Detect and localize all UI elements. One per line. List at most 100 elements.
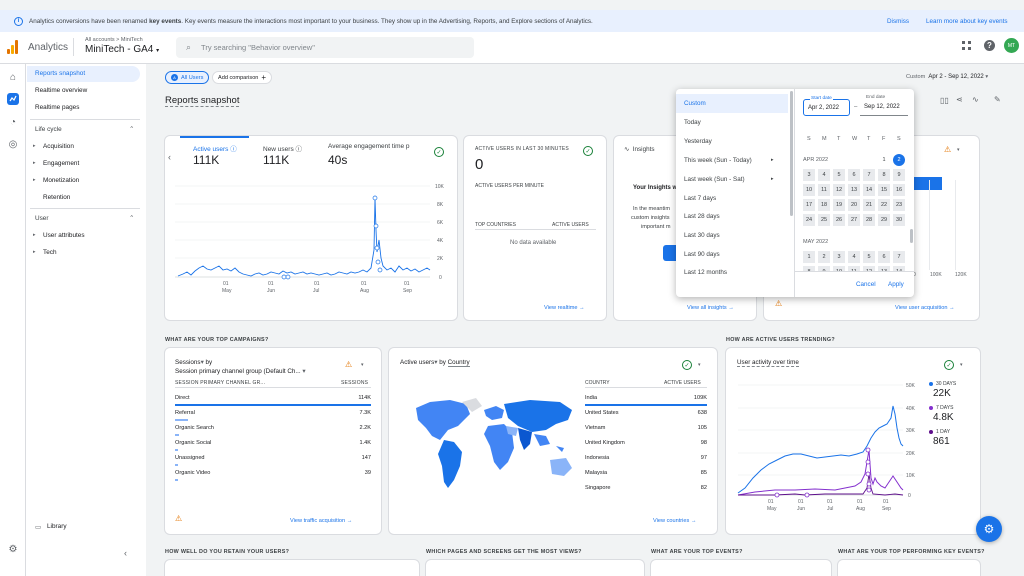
calendar-day[interactable]: 11 xyxy=(818,184,830,196)
calendar-day[interactable]: 4 xyxy=(848,251,860,263)
dimension-selector[interactable]: Session primary channel group (Default C… xyxy=(175,368,306,375)
calendar-day[interactable]: 12 xyxy=(833,184,845,196)
calendar-day[interactable]: 16 xyxy=(893,184,905,196)
calendar-day[interactable]: 22 xyxy=(878,199,890,211)
calendar-day[interactable]: 9 xyxy=(893,169,905,181)
calendar-day-selected[interactable]: 2 xyxy=(893,154,905,166)
warning-icon[interactable]: ⚠ xyxy=(944,145,952,154)
metric-selector[interactable]: Sessions xyxy=(175,359,201,366)
calendar-day[interactable]: 26 xyxy=(833,214,845,226)
chevron-down-icon[interactable]: ▾ xyxy=(361,362,364,368)
end-date-field[interactable]: End date Sep 12, 2022 xyxy=(860,95,908,116)
nav-acquisition[interactable]: Acquisition xyxy=(43,143,74,150)
calendar-day[interactable]: 24 xyxy=(803,214,815,226)
view-realtime-link[interactable]: View realtime → xyxy=(544,305,585,311)
date-option[interactable]: This week (Sun - Today) xyxy=(684,157,752,164)
nav-engagement[interactable]: Engagement xyxy=(43,160,80,167)
insights-cta-button[interactable] xyxy=(663,245,676,261)
date-option[interactable]: Last week (Sun - Sat) xyxy=(684,176,745,183)
share-icon[interactable]: ⋖ xyxy=(956,95,963,104)
options-scrollbar[interactable] xyxy=(790,91,793,216)
date-option[interactable]: Last 28 days xyxy=(684,213,720,220)
metric-active-users[interactable]: Active users ⓘ xyxy=(193,146,237,153)
cancel-button[interactable]: Cancel xyxy=(856,281,876,288)
dimension-selector[interactable]: Country xyxy=(447,359,470,367)
calendar-day[interactable]: 10 xyxy=(833,266,845,271)
insights-sparkle-icon[interactable]: ∿ xyxy=(972,95,979,104)
calendar-day[interactable]: 2 xyxy=(818,251,830,263)
calendar-day[interactable]: 1 xyxy=(803,251,815,263)
calendar-day[interactable]: 12 xyxy=(863,266,875,271)
view-all-insights-link[interactable]: View all insights → xyxy=(687,305,734,311)
calendar-day[interactable]: 10 xyxy=(803,184,815,196)
help-icon[interactable]: ? xyxy=(984,40,995,51)
chevron-down-icon[interactable]: ▾ xyxy=(957,147,960,153)
edit-pencil-icon[interactable]: ✎ xyxy=(994,95,1001,104)
apply-button[interactable]: Apply xyxy=(888,281,904,288)
calendar-day[interactable]: 13 xyxy=(848,184,860,196)
calendar-scrollbar[interactable] xyxy=(910,229,913,243)
calendar-day[interactable]: 20 xyxy=(848,199,860,211)
view-user-acquisition-link[interactable]: View user acquisition → xyxy=(895,305,955,311)
calendar-day[interactable]: 5 xyxy=(833,169,845,181)
reports-icon[interactable] xyxy=(7,93,19,105)
warning-icon[interactable]: ⚠ xyxy=(345,360,353,369)
nav-library[interactable]: Library xyxy=(47,523,67,530)
nav-reports-snapshot[interactable]: Reports snapshot xyxy=(35,70,86,77)
view-traffic-acquisition-link[interactable]: View traffic acquisition → xyxy=(290,518,353,524)
calendar-day[interactable]: 1 xyxy=(882,157,886,163)
calendar-day[interactable]: 5 xyxy=(863,251,875,263)
calendar-day[interactable]: 27 xyxy=(848,214,860,226)
start-date-field[interactable]: Start date Apr 2, 2022 xyxy=(803,96,850,116)
learn-more-link[interactable]: Learn more about key events xyxy=(926,17,1008,25)
calendar-day[interactable]: 15 xyxy=(878,184,890,196)
calendar-day[interactable]: 6 xyxy=(878,251,890,263)
metric-selector[interactable]: Active users xyxy=(400,359,435,366)
metric-new-users[interactable]: New users ⓘ xyxy=(263,146,303,153)
calendar-day[interactable]: 21 xyxy=(863,199,875,211)
advertising-icon[interactable]: ◎ xyxy=(8,138,18,150)
date-option[interactable]: Last 12 months xyxy=(684,269,728,275)
nav-tech[interactable]: Tech xyxy=(43,249,57,256)
date-option[interactable]: Custom xyxy=(684,100,706,107)
calendar-day[interactable]: 11 xyxy=(848,266,860,271)
property-selector[interactable]: MiniTech - GA4 ▾ xyxy=(85,44,160,55)
calendar-day[interactable]: 3 xyxy=(803,169,815,181)
calendar-day[interactable]: 28 xyxy=(863,214,875,226)
calendar-day[interactable]: 8 xyxy=(803,266,815,271)
calendar-day[interactable]: 4 xyxy=(818,169,830,181)
calendar-day[interactable]: 8 xyxy=(878,169,890,181)
ok-check-icon[interactable]: ✓ xyxy=(682,360,692,370)
view-countries-link[interactable]: View countries → xyxy=(653,518,697,524)
nav-realtime-overview[interactable]: Realtime overview xyxy=(35,87,88,94)
date-option[interactable]: Last 7 days xyxy=(684,195,717,202)
apps-grid-icon[interactable] xyxy=(962,41,972,51)
nav-user-attributes[interactable]: User attributes xyxy=(43,232,85,239)
compare-icon[interactable]: ▯▯ xyxy=(940,96,949,105)
date-option[interactable]: Yesterday xyxy=(684,138,712,145)
chevron-down-icon[interactable]: ▾ xyxy=(698,362,701,368)
nav-realtime-pages[interactable]: Realtime pages xyxy=(35,104,80,111)
calendar-day[interactable]: 14 xyxy=(893,266,905,271)
calendar-day[interactable]: 13 xyxy=(878,266,890,271)
nav-monetization[interactable]: Monetization xyxy=(43,177,80,184)
explore-icon[interactable]: ◔ xyxy=(9,116,17,128)
calendar-day[interactable]: 9 xyxy=(818,266,830,271)
dismiss-button[interactable]: Dismiss xyxy=(887,17,910,25)
search-input[interactable]: ⌕ Try searching "Behavior overview" xyxy=(176,37,474,58)
ok-check-icon[interactable]: ✓ xyxy=(434,147,444,157)
analytics-logo-icon[interactable] xyxy=(7,40,20,54)
calendar-day[interactable]: 23 xyxy=(893,199,905,211)
calendar-day[interactable]: 17 xyxy=(803,199,815,211)
ok-check-icon[interactable]: ✓ xyxy=(944,360,954,370)
metric-engagement-time[interactable]: Average engagement time p xyxy=(328,143,410,150)
admin-gear-icon[interactable]: ⚙ xyxy=(8,543,18,555)
calendar-day[interactable]: 3 xyxy=(833,251,845,263)
add-comparison-button[interactable]: Add comparison + xyxy=(212,71,273,84)
chevron-up-icon[interactable]: ⌃ xyxy=(129,215,135,222)
nav-retention[interactable]: Retention xyxy=(43,194,71,201)
calendar-day[interactable]: 7 xyxy=(893,251,905,263)
date-option[interactable]: Last 30 days xyxy=(684,232,720,239)
chevron-up-icon[interactable]: ⌃ xyxy=(129,126,135,133)
date-option[interactable]: Last 90 days xyxy=(684,251,720,258)
